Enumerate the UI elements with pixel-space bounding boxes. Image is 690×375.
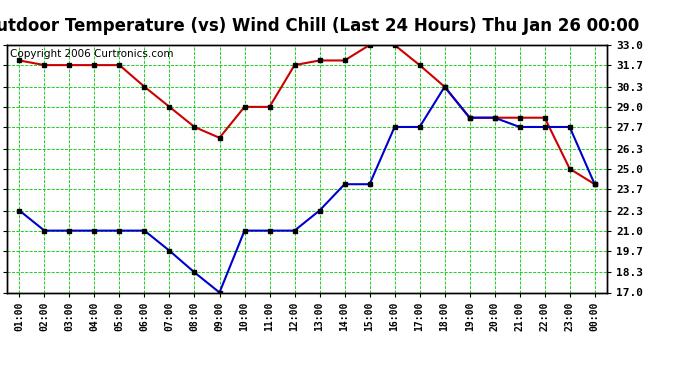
Text: Copyright 2006 Curtronics.com: Copyright 2006 Curtronics.com <box>10 49 173 59</box>
Text: Outdoor Temperature (vs) Wind Chill (Last 24 Hours) Thu Jan 26 00:00: Outdoor Temperature (vs) Wind Chill (Las… <box>0 17 639 35</box>
